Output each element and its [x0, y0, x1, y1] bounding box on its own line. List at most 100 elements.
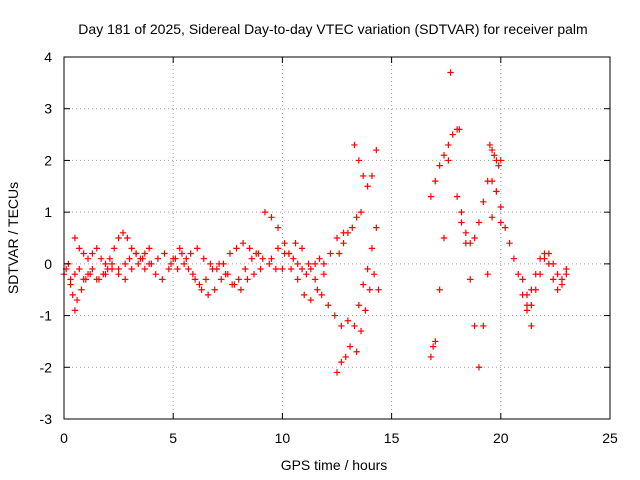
data-point	[248, 255, 256, 262]
data-point	[519, 276, 526, 283]
data-point	[373, 146, 380, 154]
data-point	[194, 245, 201, 252]
data-point	[200, 255, 207, 262]
data-point	[135, 260, 142, 268]
data-point	[368, 172, 376, 180]
data-point	[541, 250, 548, 257]
data-point	[161, 250, 168, 257]
data-point	[211, 286, 218, 293]
data-point	[563, 271, 570, 278]
y-axis-label: SDTVAR / TECUs	[5, 182, 21, 294]
data-point	[121, 260, 129, 268]
data-point	[159, 276, 166, 283]
data-point	[141, 250, 149, 257]
data-point	[165, 265, 173, 273]
data-point	[148, 260, 155, 268]
data-point	[268, 255, 275, 262]
data-point	[458, 219, 465, 226]
data-point	[128, 245, 135, 252]
data-point	[335, 250, 343, 257]
data-point	[126, 255, 133, 262]
data-point	[154, 255, 162, 262]
data-point	[342, 353, 349, 361]
data-point	[198, 286, 205, 293]
data-point	[532, 271, 539, 278]
data-point	[545, 260, 553, 268]
data-point	[338, 358, 345, 366]
data-point	[344, 317, 352, 324]
x-tick-label: 0	[60, 430, 68, 446]
data-point	[375, 286, 382, 293]
data-point	[152, 271, 159, 278]
x-axis-label: GPS time / hours	[281, 457, 388, 473]
data-point	[445, 157, 452, 164]
data-point	[360, 281, 367, 288]
data-point	[340, 239, 347, 247]
data-point	[111, 245, 118, 252]
data-point	[320, 260, 328, 268]
y-tick-label: 4	[44, 49, 52, 65]
trace-20-series	[519, 250, 570, 309]
data-point	[89, 265, 96, 273]
data-point	[287, 265, 295, 273]
data-point	[305, 260, 312, 268]
data-point	[362, 307, 369, 314]
data-point	[274, 245, 282, 252]
data-point	[462, 229, 470, 237]
data-point	[69, 291, 76, 299]
data-point	[250, 271, 258, 278]
data-point	[191, 276, 199, 283]
data-point	[471, 234, 478, 242]
data-point	[78, 286, 85, 293]
data-point	[307, 296, 314, 304]
data-point	[71, 307, 79, 314]
data-point	[488, 177, 496, 185]
x-tick-label: 25	[602, 430, 618, 446]
data-point	[364, 183, 371, 190]
data-point	[480, 322, 487, 330]
data-point	[84, 271, 92, 278]
data-point	[97, 255, 105, 262]
data-point	[274, 224, 282, 231]
data-point	[187, 250, 194, 257]
data-point	[95, 276, 103, 283]
data-point	[279, 265, 286, 273]
data-point	[458, 208, 465, 216]
data-point	[475, 219, 483, 226]
data-point	[484, 271, 491, 278]
data-point	[183, 255, 190, 262]
data-point	[204, 291, 212, 299]
y-tick-label: 2	[44, 152, 52, 168]
data-point	[242, 265, 249, 273]
trace-6-series	[170, 245, 262, 288]
data-point	[272, 265, 280, 273]
data-point	[346, 343, 354, 350]
data-point	[261, 208, 269, 216]
trace-13-series	[353, 271, 382, 355]
data-point	[353, 348, 360, 355]
data-point	[311, 260, 319, 268]
data-point	[102, 260, 109, 268]
data-point	[456, 126, 463, 133]
data-point	[257, 265, 264, 273]
data-point	[228, 281, 236, 288]
data-point	[235, 276, 242, 283]
data-point	[137, 255, 144, 262]
data-point	[255, 250, 262, 257]
data-point	[178, 250, 186, 257]
data-point	[554, 286, 561, 293]
data-point	[218, 276, 225, 283]
x-tick-label: 10	[275, 430, 291, 446]
data-point	[237, 286, 245, 293]
data-point	[106, 255, 114, 262]
data-point	[488, 214, 496, 221]
data-point	[180, 260, 188, 268]
data-point	[215, 260, 223, 268]
data-point	[440, 234, 448, 242]
data-point	[357, 327, 365, 335]
data-point	[344, 229, 352, 237]
data-point	[89, 250, 96, 257]
data-point	[196, 281, 203, 288]
data-point	[281, 239, 288, 247]
data-point	[128, 265, 135, 273]
